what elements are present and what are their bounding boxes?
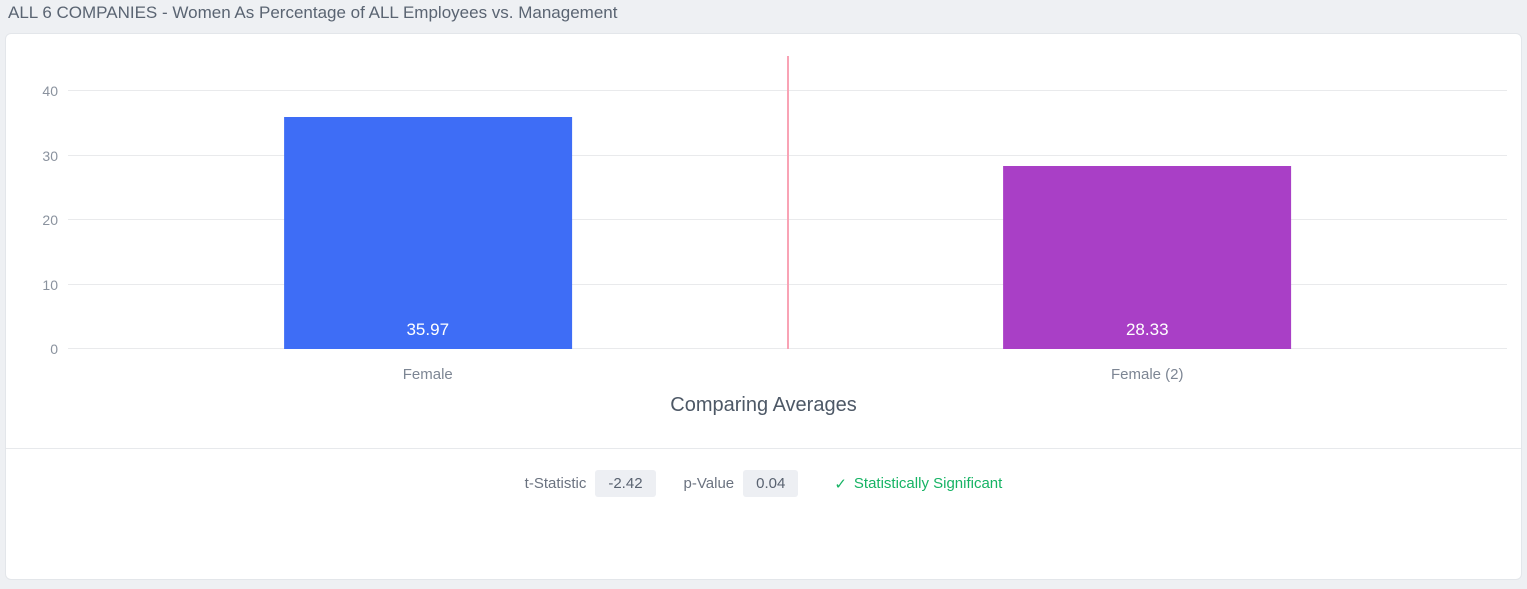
p-value-label: p-Value	[683, 475, 735, 492]
bar-female[interactable]: 35.97	[283, 117, 572, 349]
significance-label: Statistically Significant	[853, 475, 1003, 492]
x-axis-category-label: Female (2)	[1110, 366, 1184, 383]
t-statistic-value: -2.42	[595, 470, 656, 497]
stats-row: t-Statistic -2.42 p-Value 0.04 ✓ Statist…	[6, 470, 1521, 497]
page-title: ALL 6 COMPANIES - Women As Percentage of…	[8, 3, 618, 22]
t-statistic-label: t-Statistic	[524, 475, 587, 492]
card-divider	[6, 448, 1521, 449]
plot-area: 0 10 20 30 40 35.97 Female 28.33 Female (2)	[42, 56, 1507, 383]
x-axis-title: Comparing Averages	[670, 394, 857, 416]
bar-value-label: 28.33	[1125, 320, 1169, 339]
bar-value-label: 35.97	[406, 320, 450, 339]
y-axis-tick-label: 10	[42, 276, 58, 293]
y-axis-tick-label: 30	[42, 147, 58, 164]
x-axis-category-label: Female	[402, 366, 453, 383]
significance-indicator: ✓ Statistically Significant	[834, 475, 1002, 493]
y-axis-tick-label: 40	[42, 83, 58, 100]
comparison-divider-line	[786, 56, 789, 349]
bar-female-2[interactable]: 28.33	[1003, 166, 1292, 349]
check-icon: ✓	[834, 475, 847, 493]
y-axis-tick-label: 20	[42, 212, 58, 229]
y-axis-tick-label: 0	[50, 341, 58, 357]
chart-card: 0 10 20 30 40 35.97 Female 28.33 Female (2) Comp…	[5, 33, 1522, 580]
p-value-value: 0.04	[743, 470, 799, 497]
